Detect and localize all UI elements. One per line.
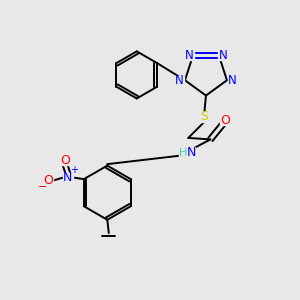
Bar — [184, 51, 194, 60]
Text: N: N — [175, 74, 184, 87]
Text: O: O — [220, 114, 230, 127]
Text: N: N — [228, 74, 237, 87]
Bar — [179, 148, 195, 158]
Text: −: − — [38, 182, 47, 192]
Bar — [60, 156, 69, 165]
Bar — [220, 116, 230, 125]
Bar — [175, 76, 184, 85]
Text: N: N — [185, 49, 194, 62]
Text: N: N — [218, 49, 227, 62]
Text: O: O — [60, 154, 70, 167]
Text: S: S — [200, 110, 208, 123]
Bar — [218, 51, 227, 60]
Bar — [200, 112, 209, 122]
Bar — [227, 76, 237, 85]
Text: N: N — [187, 146, 196, 159]
Text: O: O — [44, 174, 53, 187]
Bar — [44, 176, 53, 185]
Bar — [63, 173, 73, 183]
Text: N: N — [63, 171, 72, 184]
Text: +: + — [70, 165, 77, 175]
Text: H: H — [178, 148, 187, 158]
